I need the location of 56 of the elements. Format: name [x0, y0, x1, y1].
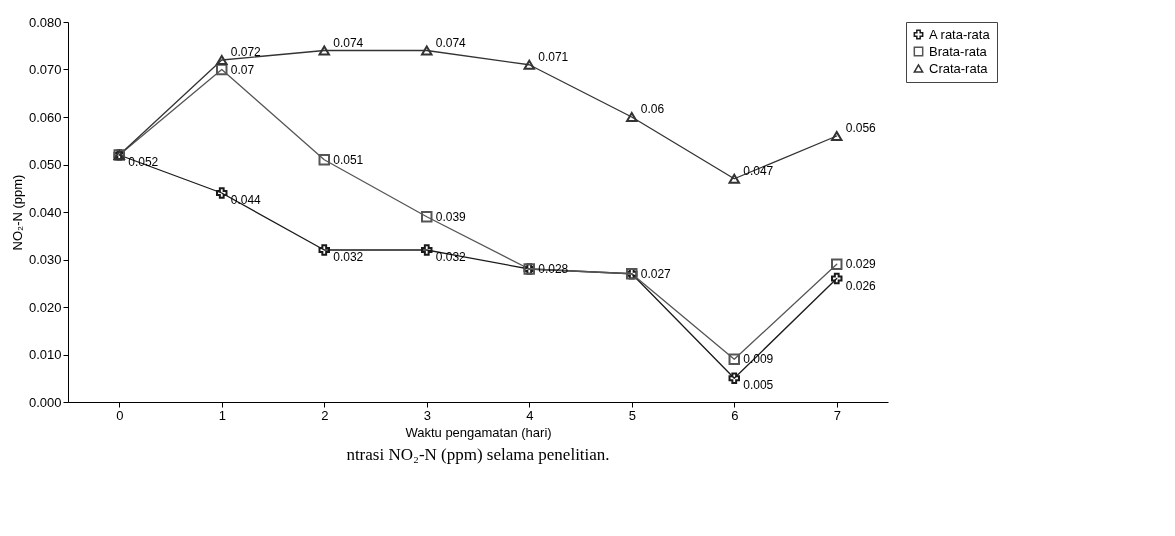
data-label: 0.039	[435, 209, 467, 224]
text: ntrasi NO₂-N (ppm) selama penelitian.	[346, 445, 610, 464]
point	[523, 59, 535, 70]
data-label: 0.027	[640, 266, 672, 281]
data-label: 0.06	[640, 102, 665, 116]
y-tick-label: 0.070	[28, 62, 62, 77]
legend-label: A rata-rata	[929, 26, 991, 42]
legend-label: Crata-rata	[929, 60, 989, 76]
data-label: 0.071	[538, 49, 569, 64]
point	[421, 45, 433, 56]
data-label: 0.074	[333, 35, 364, 50]
data-label: 0.029	[845, 257, 877, 272]
x-tick-label: 1	[218, 407, 226, 423]
point	[421, 211, 433, 223]
point	[318, 244, 330, 256]
x-tick-label: 5	[628, 407, 636, 423]
y-axis-title: NO₂-N (ppm)	[9, 174, 25, 251]
x-tick-label: 2	[321, 407, 329, 423]
point	[831, 272, 843, 285]
data-label: 0.026	[845, 278, 877, 293]
x-tick-label: 0	[116, 407, 124, 423]
y-tick-label: 0.030	[28, 252, 62, 267]
data-label: 0.051	[333, 152, 364, 167]
point	[728, 173, 740, 184]
data-label: 0.032	[333, 250, 364, 264]
data-label: 0.056	[845, 121, 877, 135]
point	[831, 258, 843, 270]
data-label: 0.074	[435, 35, 467, 50]
data-label: 0.044	[230, 193, 262, 207]
data-label: 0.072	[230, 45, 262, 59]
point	[421, 244, 433, 256]
data-label: 0.07	[230, 62, 255, 77]
x-axis-title: Waktu pengamatan (hari)	[405, 424, 552, 440]
point	[318, 45, 330, 56]
point	[216, 63, 228, 76]
point	[728, 353, 740, 365]
x-tick-label: 6	[731, 407, 739, 423]
y-tick-label: 0.040	[28, 204, 62, 220]
y-tick-label: 0.080	[28, 14, 62, 30]
x-tick-label: 3	[423, 407, 431, 423]
point	[626, 111, 638, 123]
y-tick-label: 0.000	[28, 394, 62, 410]
x-tick-label: 4	[526, 407, 534, 423]
data-label: 0.005	[743, 378, 774, 393]
point	[216, 54, 228, 66]
y-tick-label: 0.050	[28, 157, 62, 172]
point	[318, 154, 330, 166]
point	[728, 372, 740, 384]
point	[216, 187, 228, 199]
x-tick-label: 7	[833, 407, 841, 423]
y-tick-label: 0.020	[28, 299, 62, 315]
data-label: 0.032	[435, 250, 467, 264]
point	[831, 130, 843, 142]
legend-label: Brata-rata	[929, 43, 988, 59]
y-tick-label: 0.010	[28, 347, 62, 362]
y-tick-label: 0.060	[28, 109, 62, 125]
